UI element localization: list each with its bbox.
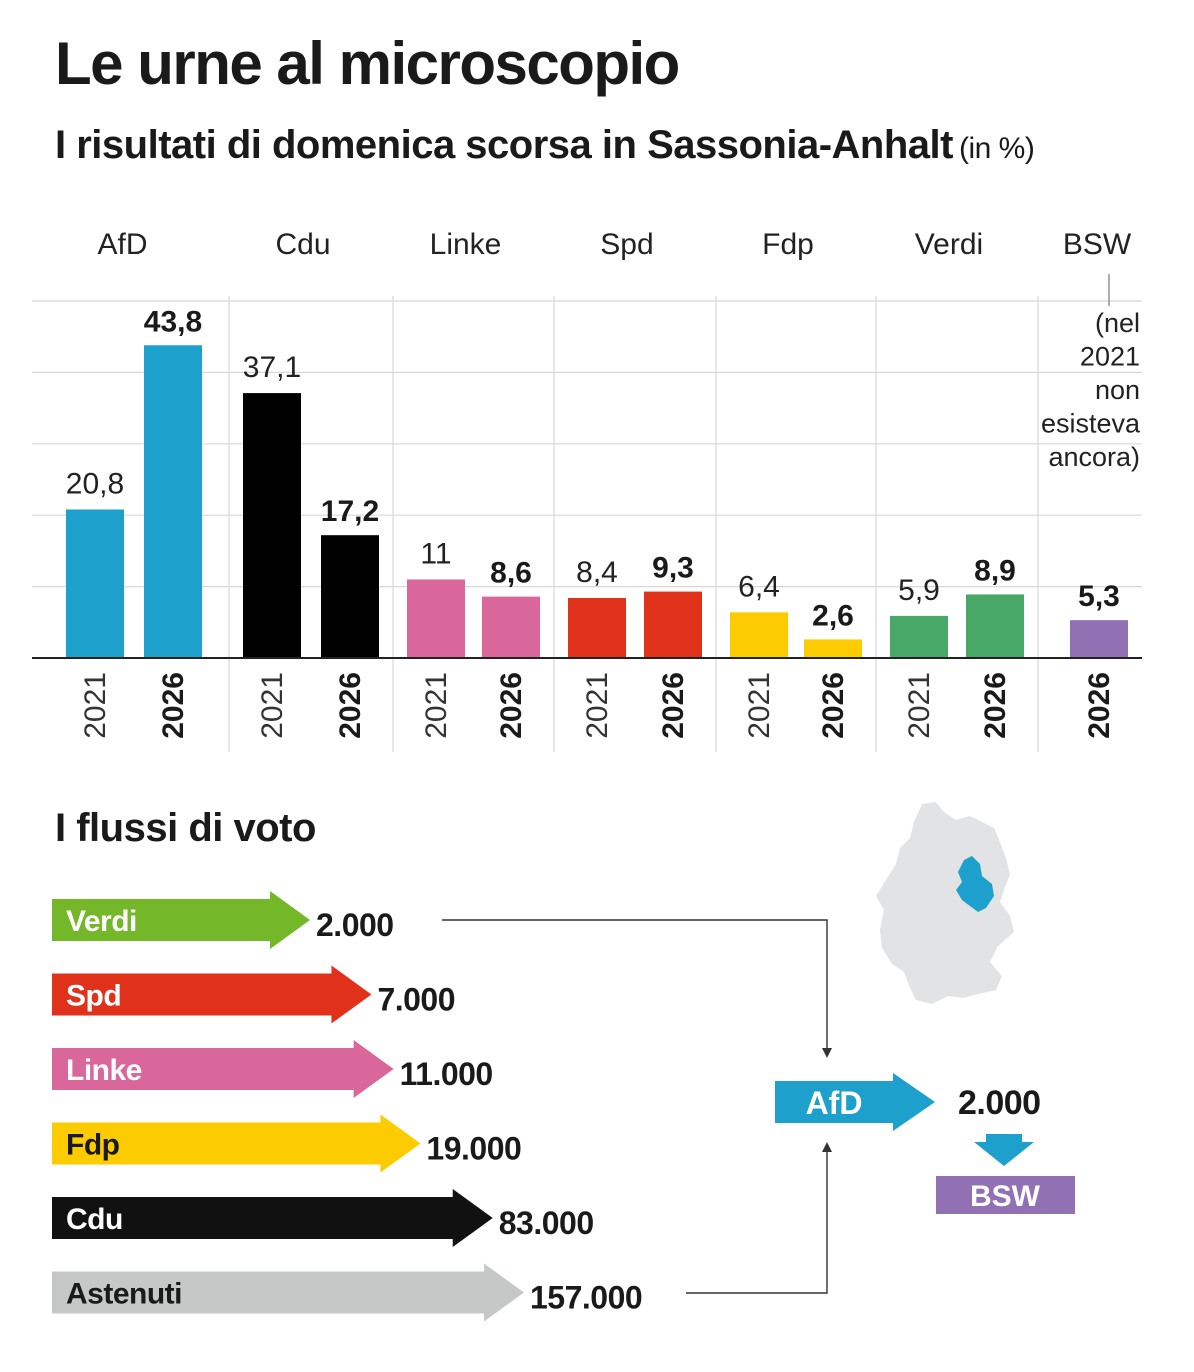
year-label-cdu-2026: 2026 [334,672,367,739]
bar-cdu-2026 [321,535,379,658]
category-label-afd: AfD [97,228,147,261]
bsw-note-line: ancora) [1048,442,1140,472]
flow-value-cdu: 83.000 [499,1205,594,1241]
year-label-verdi-2026: 2026 [979,672,1012,739]
bar-linke-2021 [407,579,465,658]
bar-linke-2026 [482,596,540,658]
target-label-afd: AfD [806,1085,863,1121]
flow-label-verdi: Verdi [66,905,137,938]
category-label-bsw: BSW [1063,228,1132,261]
value-label-fdp-2026: 2,6 [812,599,854,632]
germany-map [876,802,1014,1004]
bar-fdp-2021 [730,612,788,658]
flow-value-astenuti: 157.000 [530,1280,642,1316]
page-title: Le urne al microscopio [55,30,680,97]
bsw-note-line: esisteva [1041,409,1141,439]
connector-bottom-head [822,1142,832,1152]
value-label-verdi-2026: 8,9 [974,554,1016,587]
year-label-fdp-2021: 2021 [743,672,776,739]
results-bar-chart: AfD 20,8 2021 43,8 2026 Cdu 37,1 2021 17,2 2026 Li… [32,228,1142,752]
flow-arrow-cdu [52,1189,493,1247]
bar-bsw-2026 [1070,620,1128,658]
outflow-box-bsw [936,1176,1075,1214]
year-label-linke-2021: 2021 [420,672,453,739]
flow-value-verdi: 2.000 [316,907,394,943]
year-label-cdu-2021: 2021 [256,672,289,739]
flow-label-cdu: Cdu [66,1203,123,1236]
category-label-linke: Linke [430,228,502,261]
subtitle-text: I risultati di domenica scorsa in Sasson… [55,123,953,167]
year-label-spd-2026: 2026 [657,672,690,739]
outflow-value: 2.000 [958,1084,1041,1122]
bar-spd-2026 [644,591,702,658]
value-label-fdp-2021: 6,4 [738,570,780,603]
value-label-afd-2021: 20,8 [66,467,124,500]
connector-top [442,919,828,1050]
year-label-bsw-2026: 2026 [1083,672,1116,739]
flow-arrow-fdp [52,1114,421,1173]
outflow-label-bsw: BSW [970,1180,1041,1213]
value-label-verdi-2021: 5,9 [898,574,940,607]
year-label-linke-2026: 2026 [495,672,528,739]
category-label-cdu: Cdu [275,228,330,261]
flow-value-spd: 7.000 [377,982,455,1018]
category-label-spd: Spd [600,228,653,261]
page-subtitle: I risultati di domenica scorsa in Sasson… [55,118,1035,176]
value-label-spd-2026: 9,3 [652,552,694,585]
bar-afd-2026 [144,345,202,658]
bar-fdp-2026 [804,639,862,658]
flow-label-astenuti: Astenuti [66,1278,182,1311]
flow-label-spd: Spd [66,980,121,1013]
outflow-down-arrow [974,1134,1034,1166]
value-label-linke-2026: 8,6 [490,557,532,590]
category-label-verdi: Verdi [915,228,983,261]
flow-label-fdp: Fdp [66,1129,120,1162]
bsw-note-line: non [1095,375,1140,405]
germany-outline [876,802,1014,1004]
value-label-linke-2021: 11 [420,537,451,570]
bar-spd-2021 [568,598,626,658]
value-label-afd-2026: 43,8 [144,305,202,338]
target-arrow-afd [775,1073,935,1131]
flow-arrow-linke [52,1040,394,1098]
flow-value-fdp: 19.000 [426,1131,521,1167]
sachsen-anhalt-region [956,856,994,912]
subtitle-unit: (in %) [958,132,1035,165]
value-label-spd-2021: 8,4 [576,556,618,589]
year-label-fdp-2026: 2026 [817,672,850,739]
flows-title: I flussi di voto [55,806,316,850]
category-label-fdp: Fdp [762,228,814,261]
bsw-note-line: (nel [1095,308,1140,338]
connector-bottom [686,1150,828,1294]
bsw-note-line: 2021 [1080,342,1140,372]
year-label-spd-2021: 2021 [581,672,614,739]
value-label-cdu-2021: 37,1 [243,351,301,384]
connector-top-head [822,1048,832,1058]
flow-arrow-spd [52,965,372,1024]
value-label-bsw-2026: 5,3 [1078,580,1120,613]
year-label-afd-2021: 2021 [79,672,112,739]
year-label-verdi-2021: 2021 [903,672,936,739]
flow-arrow-verdi [52,891,310,949]
flow-arrow-astenuti [52,1263,524,1322]
value-label-cdu-2026: 17,2 [321,495,379,528]
bar-verdi-2021 [890,615,948,658]
year-label-afd-2026: 2026 [157,672,190,739]
bar-verdi-2026 [966,594,1024,658]
bar-afd-2021 [66,509,124,658]
bar-cdu-2021 [243,393,301,658]
flow-label-linke: Linke [66,1054,142,1087]
flow-value-linke: 11.000 [400,1056,493,1092]
